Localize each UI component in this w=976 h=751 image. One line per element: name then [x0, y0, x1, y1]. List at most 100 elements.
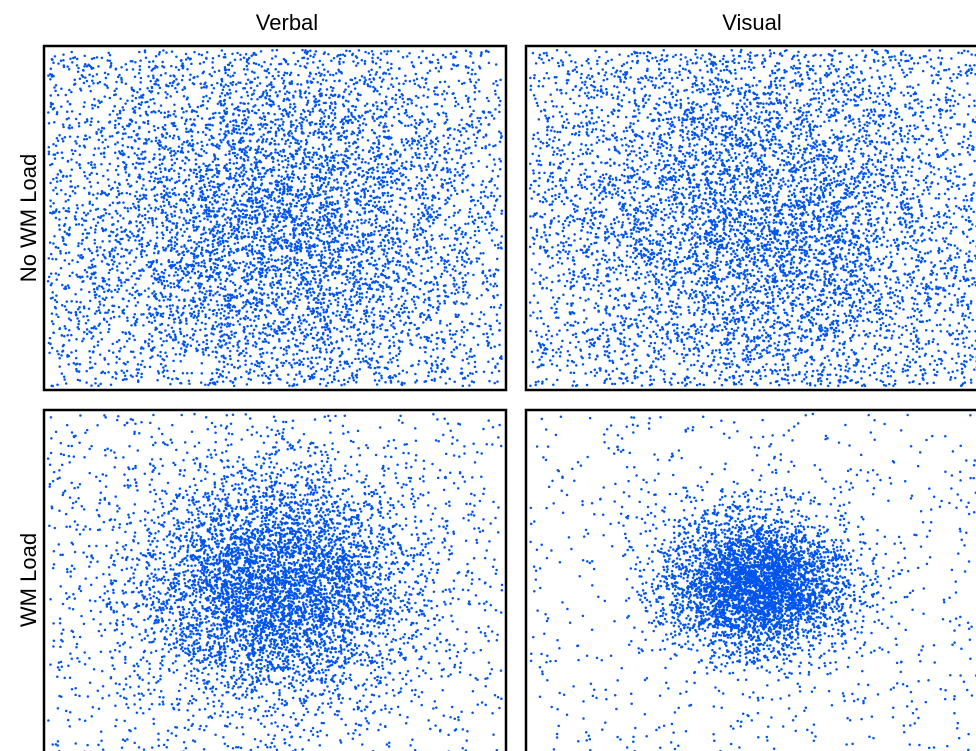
scatter-point	[178, 321, 181, 325]
scatter-point	[141, 214, 144, 218]
scatter-point	[220, 236, 224, 240]
scatter-point	[467, 96, 470, 100]
scatter-point	[182, 307, 185, 310]
scatter-point	[61, 123, 65, 126]
scatter-point	[470, 123, 474, 126]
scatter-point	[74, 140, 77, 143]
scatter-point	[461, 235, 465, 239]
scatter-point	[159, 323, 162, 327]
scatter-point	[232, 209, 235, 213]
scatter-point	[105, 296, 108, 300]
scatter-point	[166, 187, 169, 190]
scatter-point	[358, 123, 362, 127]
scatter-point	[211, 350, 215, 353]
scatter-point	[336, 240, 340, 243]
scatter-point	[465, 129, 468, 133]
scatter-point	[138, 50, 141, 54]
scatter-point	[228, 158, 232, 161]
scatter-point	[92, 56, 96, 60]
scatter-point	[209, 188, 212, 192]
scatter-point	[475, 257, 478, 260]
scatter-point	[268, 213, 272, 216]
scatter-point	[233, 154, 237, 158]
scatter-point	[484, 322, 487, 326]
scatter-point	[335, 286, 339, 290]
scatter-point	[175, 295, 178, 299]
scatter-point	[194, 158, 198, 161]
scatter-point	[493, 163, 497, 166]
scatter-point	[90, 251, 94, 255]
scatter-point	[184, 201, 188, 204]
scatter-point	[195, 255, 199, 259]
scatter-point	[117, 305, 121, 309]
scatter-point	[276, 308, 279, 312]
scatter-point	[145, 263, 149, 267]
scatter-point	[392, 341, 395, 344]
scatter-point	[406, 292, 409, 295]
scatter-point	[232, 123, 235, 127]
scatter-point	[250, 222, 254, 226]
scatter-point	[338, 167, 341, 170]
scatter-point	[198, 62, 202, 65]
scatter-point	[332, 294, 335, 298]
scatter-point	[209, 298, 213, 302]
scatter-point	[316, 362, 319, 365]
scatter-point	[243, 173, 246, 176]
scatter-point	[412, 274, 415, 278]
scatter-point	[195, 182, 198, 186]
scatter-point	[74, 211, 78, 214]
scatter-point	[244, 73, 247, 76]
scatter-point	[301, 331, 304, 334]
scatter-point	[433, 150, 437, 154]
scatter-point	[49, 105, 53, 108]
scatter-point	[154, 206, 158, 210]
scatter-point	[204, 231, 207, 235]
scatter-point	[186, 67, 189, 71]
scatter-point	[130, 275, 134, 278]
scatter-point	[377, 200, 381, 203]
scatter-point	[325, 157, 329, 161]
scatter-point	[406, 261, 410, 264]
scatter-point	[378, 314, 382, 318]
scatter-point	[319, 82, 323, 86]
scatter-point	[97, 384, 100, 388]
scatter-point	[88, 180, 92, 184]
scatter-point	[327, 279, 330, 282]
scatter-point	[446, 366, 449, 370]
scatter-point	[442, 369, 446, 373]
scatter-point	[199, 282, 202, 286]
scatter-point	[429, 129, 432, 133]
scatter-point	[144, 110, 148, 113]
scatter-point	[356, 235, 360, 239]
scatter-point	[312, 55, 315, 59]
scatter-point	[111, 310, 115, 313]
scatter-point	[75, 64, 79, 67]
scatter-point	[92, 287, 96, 291]
scatter-point	[251, 181, 255, 184]
scatter-point	[206, 195, 210, 198]
scatter-point	[389, 49, 393, 53]
scatter-point	[322, 291, 325, 295]
scatter-point	[126, 210, 130, 213]
scatter-point	[434, 359, 437, 363]
scatter-point	[228, 349, 232, 353]
scatter-point	[338, 207, 341, 210]
scatter-point	[361, 169, 365, 173]
scatter-point	[245, 90, 249, 94]
scatter-point	[172, 124, 175, 128]
scatter-point	[233, 58, 237, 61]
scatter-point	[239, 375, 243, 379]
scatter-point	[112, 315, 116, 319]
scatter-point	[329, 302, 333, 306]
scatter-point	[458, 123, 461, 127]
scatter-point	[475, 126, 478, 129]
scatter-point	[183, 230, 186, 234]
scatter-point	[463, 249, 467, 253]
scatter-point	[125, 163, 128, 166]
scatter-point	[444, 198, 447, 202]
scatter-point	[336, 229, 339, 232]
scatter-point	[167, 333, 171, 336]
scatter-point	[248, 273, 252, 276]
scatter-point	[381, 302, 385, 306]
scatter-point	[161, 236, 165, 240]
